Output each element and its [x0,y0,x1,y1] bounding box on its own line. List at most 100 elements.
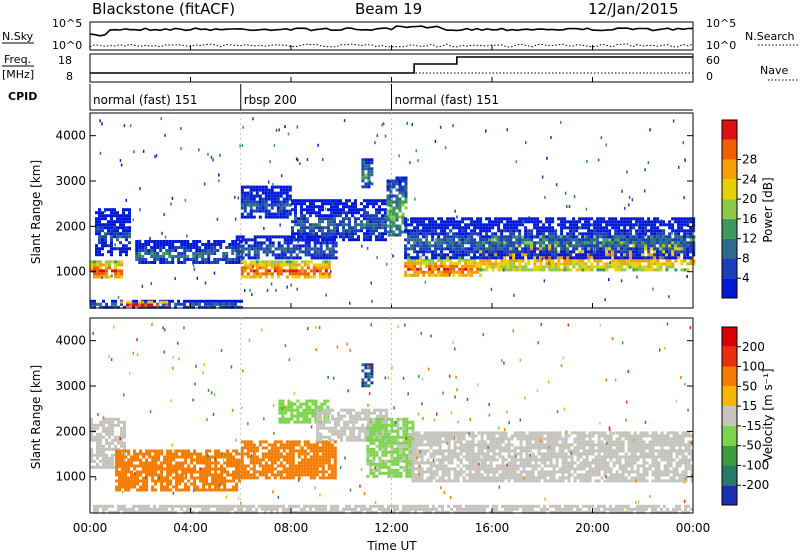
heatmap-cell [584,232,588,236]
heatmap-cell [668,223,672,227]
heatmap-cell [198,249,202,252]
heatmap-cell [241,235,245,239]
heatmap-cell [249,206,253,210]
heatmap-cell [372,232,375,236]
heatmap-cell [174,504,177,508]
heatmap-cell [319,244,323,248]
heatmap-cell [581,259,585,263]
heatmap-cell [689,226,693,230]
heatmap-cell [174,305,177,309]
heatmap-cell [425,261,429,265]
heatmap-cell [425,247,429,251]
heatmap-cell [608,247,612,251]
heatmap-cell [291,455,295,459]
heatmap-cell [306,260,310,264]
heatmap-cell [482,241,486,245]
heatmap-cell [440,220,444,224]
heatmap-cell [274,235,278,239]
heatmap-cell [93,299,96,303]
heatmap-cell [500,217,504,221]
heatmap-cell [327,229,330,233]
heatmap-cell [635,241,639,245]
heatmap-cell [584,256,588,260]
heatmap-cell [160,479,164,483]
heatmap-cell [524,238,528,242]
heatmap-cell [297,232,300,236]
heatmap-cell [416,244,420,248]
heatmap-cell [336,199,339,203]
heatmap-cell [680,247,684,251]
heatmap-cell [282,197,286,201]
heatmap-cell [524,265,528,269]
heatmap-cell [138,510,141,514]
heatmap-cell [372,229,375,233]
heatmap-cell [102,456,105,460]
heatmap-speckle [439,125,442,129]
heatmap-speckle [415,149,417,153]
heatmap-cell [205,473,209,477]
heatmap-cell [202,461,206,465]
heatmap-cell [614,217,618,221]
heatmap-cell [171,246,175,249]
heatmap-cell [270,461,274,465]
heatmap-cell [309,235,312,239]
heatmap-cell [187,488,191,492]
heatmap-cell [572,220,576,224]
heatmap-cell [285,260,289,264]
heatmap-cell [370,182,374,186]
heatmap-cell [675,507,678,511]
heatmap-cell [123,444,126,448]
heatmap-speckle [204,281,207,285]
heatmap-cell [201,261,205,264]
heatmap-speckle [541,257,544,261]
heatmap-cell [116,211,119,215]
heatmap-cell [482,226,486,230]
heatmap-cell [204,252,208,255]
heatmap-cell [198,252,202,255]
heatmap-cell [470,244,474,248]
heatmap-cell [90,453,93,457]
heatmap-cell [240,269,244,273]
heatmap-cell [156,240,160,243]
heatmap-cell [102,450,105,454]
heatmap-cell [145,485,149,489]
heatmap-cell [232,449,236,453]
heatmap-cell [381,220,384,224]
heatmap-cell [357,510,360,514]
heatmap-cell [300,220,303,224]
heatmap-cell [470,229,474,233]
heatmap-cell [503,223,507,227]
heatmap-cell [322,241,326,245]
heatmap-cell [569,238,573,242]
heatmap-cell [327,199,330,203]
heatmap-cell [139,473,143,477]
heatmap-cell [563,217,567,221]
heatmap-cell [384,208,387,212]
heatmap-cell [237,258,241,261]
heatmap-cell [414,507,417,511]
heatmap-cell [246,464,250,468]
heatmap-cell [404,244,408,248]
heatmap-cell [107,220,110,224]
heatmap-cell [318,504,321,508]
heatmap-cell [599,250,603,254]
heatmap-cell [476,226,480,230]
heatmap-cell [132,504,135,508]
heatmap-cell [434,250,438,254]
heatmap-cell [626,244,630,248]
heatmap-cell [126,303,130,307]
heatmap-cell [662,250,666,254]
heatmap-cell [123,305,126,309]
heatmap-cell [470,250,474,254]
heatmap-cell [647,229,651,233]
heatmap-cell [432,507,435,511]
heatmap-cell [458,244,462,248]
heatmap-cell [285,191,289,195]
heatmap-cell [90,299,93,303]
heatmap-cell [566,235,570,239]
heatmap-cell [461,256,465,260]
heatmap-cell [291,473,295,477]
heatmap-cell [611,265,615,269]
heatmap-cell [470,235,474,239]
